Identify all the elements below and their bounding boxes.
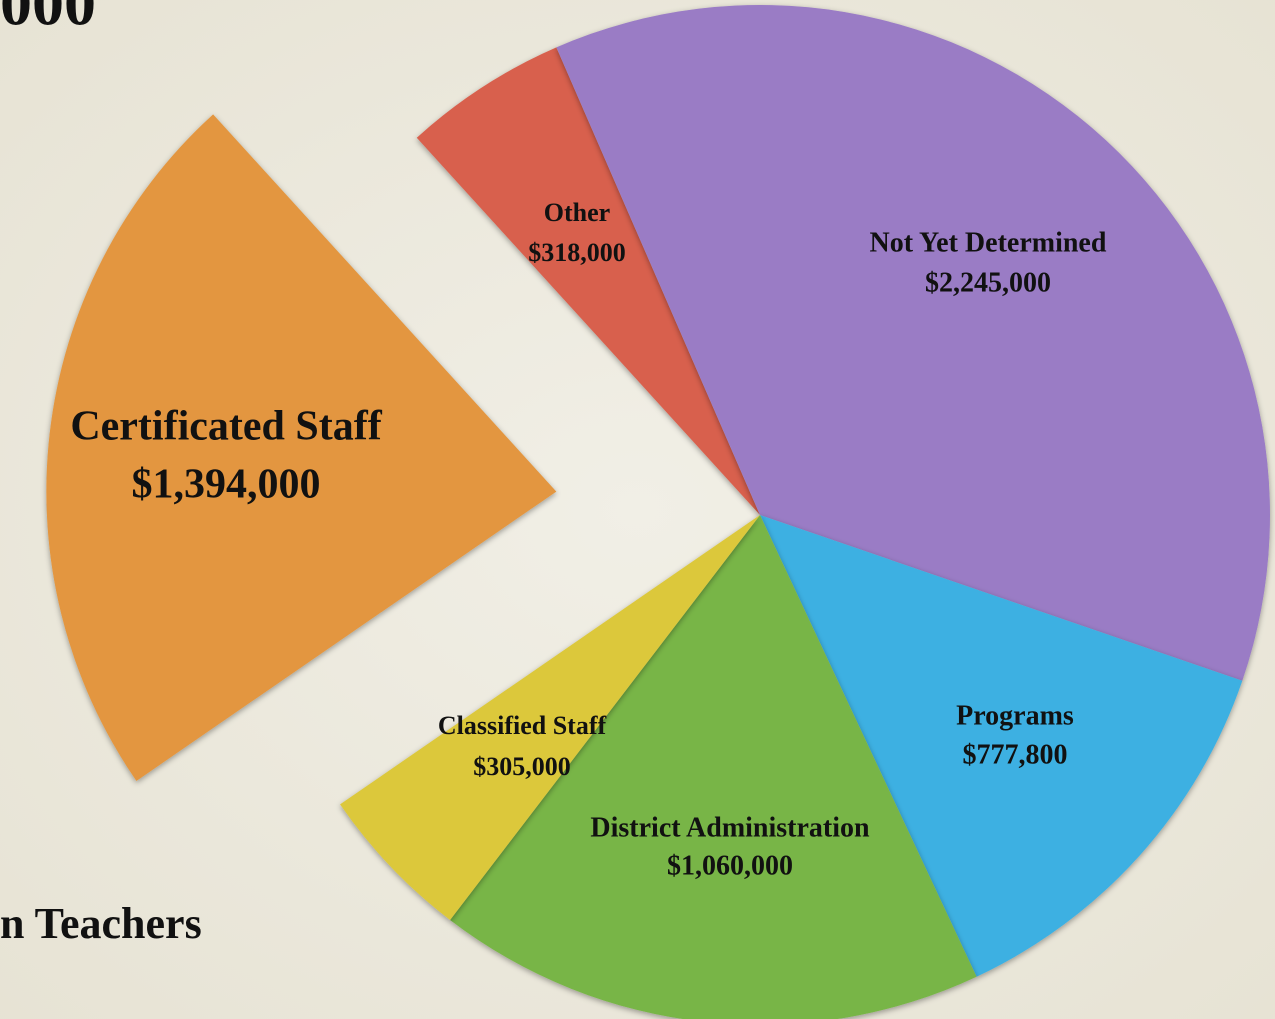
slice-value-label: $318,000 bbox=[528, 238, 626, 267]
pie-slice bbox=[556, 4, 1270, 681]
chart-title: 000 bbox=[0, 0, 96, 39]
slice-value-label: $1,394,000 bbox=[132, 462, 321, 508]
slice-value-label: $2,245,000 bbox=[925, 267, 1051, 298]
pie bbox=[46, 4, 1270, 1019]
pie-slice bbox=[416, 47, 760, 515]
pie-slice bbox=[450, 515, 977, 1019]
pie-slice bbox=[340, 515, 760, 921]
slice-value-label: $777,800 bbox=[963, 739, 1068, 770]
pie-slice bbox=[46, 114, 557, 781]
slice-label: District Administration bbox=[590, 812, 870, 843]
pie-slice bbox=[760, 515, 1243, 977]
slice-label: Programs bbox=[956, 700, 1074, 731]
slice-value-label: $305,000 bbox=[473, 752, 571, 781]
slice-label: Other bbox=[544, 198, 610, 227]
slice-label: Not Yet Determined bbox=[870, 227, 1107, 258]
slice-label: Classified Staff bbox=[438, 711, 607, 740]
slice-value-label: $1,060,000 bbox=[667, 850, 793, 881]
slice-label: Certificated Staff bbox=[70, 404, 382, 450]
chart-subtitle: n Teachers bbox=[0, 899, 202, 948]
pie-labels: Other $318,000 Not Yet Determined $2,245,00… bbox=[70, 198, 1107, 881]
